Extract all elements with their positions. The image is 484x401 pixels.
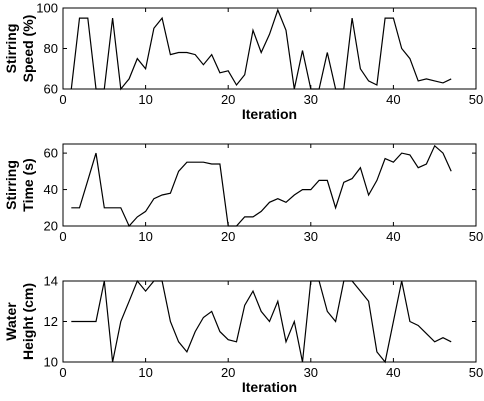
speed-y-tick-label: 80 bbox=[44, 41, 58, 56]
time-axes-box bbox=[62, 143, 477, 227]
time-y-tick-label: 60 bbox=[44, 146, 58, 161]
height-y-tick-label: 12 bbox=[44, 314, 58, 329]
speed-x-tick-label: 20 bbox=[221, 92, 235, 107]
height-x-tick-label: 10 bbox=[138, 365, 152, 380]
time-x-tick-label: 40 bbox=[386, 229, 400, 244]
time-y-label: StirringTime (s) bbox=[3, 158, 36, 211]
height-x-tick-label: 20 bbox=[221, 365, 235, 380]
speed-x-tick-label: 0 bbox=[59, 92, 66, 107]
time-y-tick-label: 40 bbox=[44, 182, 58, 197]
speed-y-tick-label: 100 bbox=[36, 1, 58, 16]
time-y-label-line: Stirring bbox=[3, 160, 19, 210]
time-y-tick-label: 20 bbox=[44, 219, 58, 234]
speed-axes-box bbox=[62, 7, 477, 90]
height-x-tick-label: 50 bbox=[469, 365, 483, 380]
time-series-line bbox=[71, 144, 452, 228]
height-series-line bbox=[71, 279, 452, 364]
speed-x-label: Iteration bbox=[242, 106, 297, 122]
height-y-label-line: Height (cm) bbox=[20, 283, 36, 360]
speed-x-tick-label: 30 bbox=[304, 92, 318, 107]
height-y-tick-label: 10 bbox=[44, 355, 58, 370]
height-x-label: Iteration bbox=[242, 379, 297, 395]
speed-x-tick-label: 40 bbox=[386, 92, 400, 107]
speed-y-tick-label: 60 bbox=[44, 82, 58, 97]
height-x-tick-label: 30 bbox=[304, 365, 318, 380]
speed-series-line bbox=[70, 8, 452, 91]
speed-x-tick-label: 10 bbox=[138, 92, 152, 107]
time-x-tick-label: 50 bbox=[469, 229, 483, 244]
time-x-tick-label: 0 bbox=[59, 229, 66, 244]
height-x-tick-label: 0 bbox=[59, 365, 66, 380]
speed-y-label: StirringSpeed (%) bbox=[3, 15, 36, 83]
time-chart: 0 10 20 30 40 50 20 40 60 StirringTime (s) bbox=[3, 143, 483, 244]
time-y-label-line: Time (s) bbox=[20, 158, 36, 211]
time-x-tick-label: 30 bbox=[304, 229, 318, 244]
height-y-label-line: Water bbox=[3, 302, 19, 341]
time-x-tick-label: 10 bbox=[138, 229, 152, 244]
height-y-label: WaterHeight (cm) bbox=[3, 283, 36, 360]
time-x-tick-label: 20 bbox=[221, 229, 235, 244]
speed-x-tick-label: 50 bbox=[469, 92, 483, 107]
speed-y-label-line: Stirring bbox=[3, 24, 19, 74]
height-x-tick-label: 40 bbox=[386, 365, 400, 380]
speed-y-label-line: Speed (%) bbox=[20, 15, 36, 83]
height-y-tick-label: 14 bbox=[44, 274, 58, 289]
